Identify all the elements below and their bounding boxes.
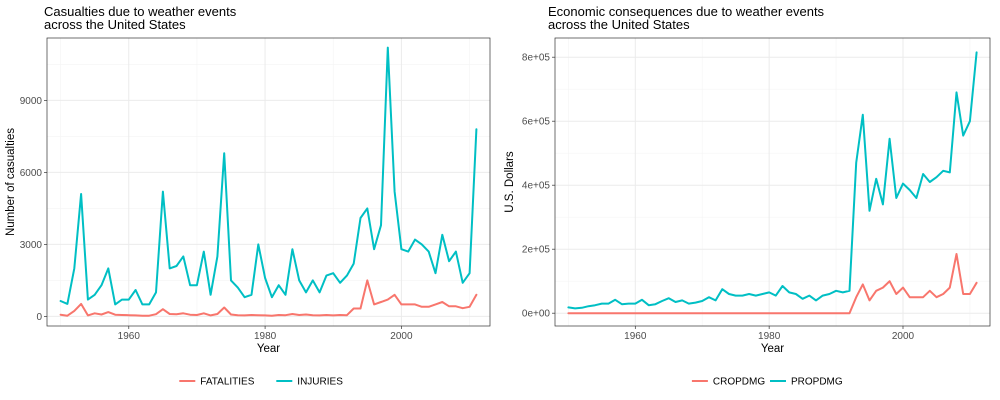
x-tick-label: 1960: [118, 331, 141, 342]
x-axis-label: Year: [257, 343, 280, 355]
x-tick-label: 1980: [254, 331, 277, 342]
y-tick-label: 9000: [20, 96, 43, 107]
x-tick-label: 2000: [390, 331, 413, 342]
series-line-injuries: [59, 46, 478, 306]
x-tick-label: 2000: [892, 331, 915, 342]
series-line-propdmg: [567, 51, 978, 310]
legend: FATALITIES INJURIES: [179, 377, 343, 388]
y-tick-label: 6000: [20, 168, 43, 179]
legend-label-cropdmg: CROPDMG: [713, 377, 765, 388]
panel-border: [554, 37, 991, 327]
y-tick-label: 3000: [20, 240, 43, 251]
chart-title: across the United States: [44, 17, 186, 32]
x-tick-label: 1960: [624, 331, 647, 342]
legend-label-fatalities: FATALITIES: [200, 377, 254, 388]
y-tick-label: 8e+05: [522, 53, 551, 64]
legend-label-injuries: INJURIES: [297, 377, 343, 388]
legend-label-propdmg: PROPDMG: [791, 377, 843, 388]
y-tick-label: 4e+05: [522, 181, 551, 192]
series-line-fatalities: [59, 279, 478, 317]
legend: CROPDMG PROPDMG: [691, 377, 843, 388]
chart-title: across the United States: [548, 17, 690, 32]
y-tick-label: 2e+05: [522, 245, 551, 256]
y-tick-label: 6e+05: [522, 117, 551, 128]
chart-title: Casualties due to weather events: [44, 4, 237, 19]
x-tick-label: 1980: [758, 331, 781, 342]
chart-title: Economic consequences due to weather eve…: [548, 4, 825, 19]
y-axis-label: U.S. Dollars: [504, 151, 516, 213]
y-tick-label: 0: [36, 312, 42, 323]
panel-border: [46, 37, 491, 327]
y-tick-label: 0e+00: [522, 309, 551, 320]
chart-panel-2: Economic consequences due to weather eve…: [504, 4, 991, 388]
x-axis-label: Year: [761, 343, 784, 355]
y-axis-label: Number of casualties: [5, 128, 17, 236]
series-line-cropdmg: [567, 253, 978, 315]
